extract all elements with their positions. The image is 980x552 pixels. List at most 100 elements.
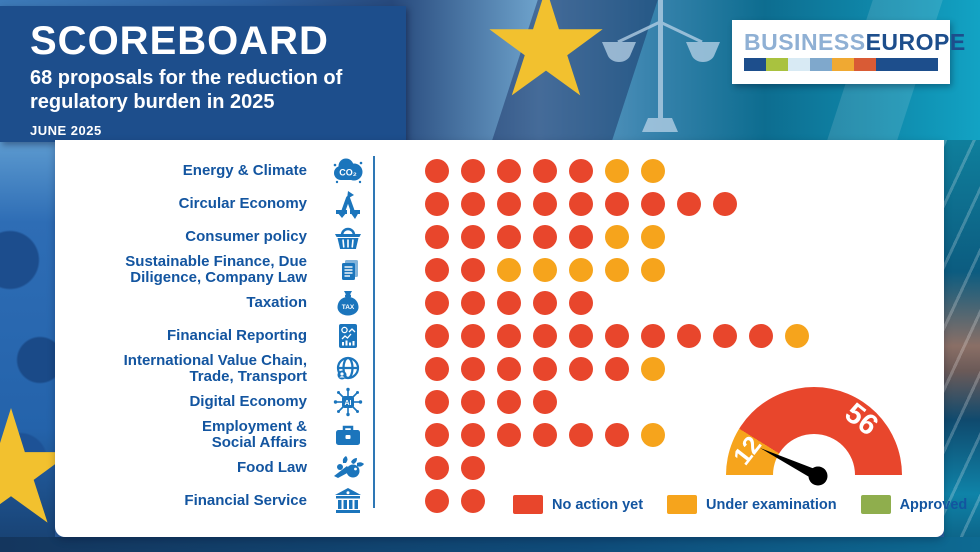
dot-no-action <box>533 389 557 414</box>
axis-divider-line <box>373 156 375 508</box>
dot-no-action <box>533 158 557 183</box>
dot-no-action <box>641 323 665 348</box>
category-label: Financial Service <box>184 491 307 509</box>
dot-no-action <box>425 455 449 480</box>
dot-no-action <box>605 422 629 447</box>
category-row: Employment & Social Affairs <box>95 418 938 451</box>
dot-no-action <box>533 191 557 216</box>
dot-no-action <box>605 191 629 216</box>
dot-no-action <box>425 224 449 249</box>
category-label: Digital Economy <box>189 392 307 410</box>
svg-text:TAX: TAX <box>342 304 355 311</box>
category-row: Sustainable Finance, Due Diligence, Comp… <box>95 253 938 286</box>
logo-bar-segment <box>788 58 810 71</box>
logo-europe-text: EUROPE <box>865 29 966 55</box>
legend-item-under-examination: Under examination <box>667 495 837 514</box>
page-subtitle: 68 proposals for the reduction of regula… <box>30 67 343 113</box>
dot-under-examination <box>497 257 521 282</box>
logo-bar-segment <box>876 58 938 71</box>
dot-under-examination <box>605 158 629 183</box>
category-label: Sustainable Finance, Due Diligence, Comp… <box>125 252 307 286</box>
dot-under-examination <box>641 257 665 282</box>
report-date: JUNE 2025 <box>30 123 102 138</box>
dot-under-examination <box>605 257 629 282</box>
documents-icon <box>323 255 373 285</box>
dot-no-action <box>713 191 737 216</box>
vegetables-icon <box>323 454 373 482</box>
businesseurope-logo: BUSINESSEUROPE <box>732 20 965 84</box>
dot-no-action <box>533 323 557 348</box>
category-label: International Value Chain, Trade, Transp… <box>123 351 307 385</box>
proposal-dots <box>373 422 677 447</box>
dot-under-examination <box>641 224 665 249</box>
dot-no-action <box>677 323 701 348</box>
proposal-dots <box>373 389 569 414</box>
dot-no-action <box>425 422 449 447</box>
category-row: Food Law <box>95 451 938 484</box>
no-action-swatch-icon <box>513 495 543 514</box>
category-row: Consumer policy <box>95 220 938 253</box>
ai-chip-icon: AI <box>323 387 373 417</box>
proposal-dots <box>373 356 677 381</box>
dot-no-action <box>461 224 485 249</box>
category-label: Circular Economy <box>178 194 307 212</box>
category-label: Food Law <box>237 458 307 476</box>
dot-no-action <box>569 422 593 447</box>
dot-no-action <box>533 422 557 447</box>
dot-no-action <box>497 323 521 348</box>
background-bottom-strip <box>0 537 980 552</box>
dot-no-action <box>461 191 485 216</box>
logo-bar-segment <box>832 58 854 71</box>
proposal-dots <box>373 191 749 216</box>
dot-no-action <box>425 257 449 282</box>
legend-label: No action yet <box>552 496 644 513</box>
co2-cloud-icon: CO₂ <box>323 156 373 186</box>
proposal-dots <box>373 323 821 348</box>
dot-no-action <box>569 290 593 315</box>
logo-business-text: BUSINESS <box>744 29 866 55</box>
dot-no-action <box>605 356 629 381</box>
dot-no-action <box>425 389 449 414</box>
dot-no-action <box>461 488 485 513</box>
proposal-dots <box>373 488 497 513</box>
dot-under-examination <box>641 356 665 381</box>
svg-text:CO₂: CO₂ <box>339 167 357 177</box>
header-box: SCOREBOARD 68 proposals for the reductio… <box>0 6 406 142</box>
dot-no-action <box>641 191 665 216</box>
dot-no-action <box>497 356 521 381</box>
dot-no-action <box>533 356 557 381</box>
dot-no-action <box>497 290 521 315</box>
category-label: Consumer policy <box>185 227 307 245</box>
dot-no-action <box>713 323 737 348</box>
dot-under-examination <box>641 422 665 447</box>
dot-no-action <box>497 389 521 414</box>
dot-no-action <box>569 191 593 216</box>
approved-swatch-icon <box>860 495 891 514</box>
logo-color-bar <box>744 58 938 71</box>
logo-bar-segment <box>810 58 832 71</box>
report-icon <box>323 321 373 351</box>
dot-no-action <box>569 158 593 183</box>
dot-under-examination <box>641 158 665 183</box>
category-label: Financial Reporting <box>166 326 307 344</box>
dot-no-action <box>425 158 449 183</box>
bank-icon <box>323 486 373 516</box>
dot-no-action <box>497 422 521 447</box>
basket-icon <box>323 223 373 251</box>
category-rows: Energy & Climate CO₂ Circular Economy Consu… <box>95 154 938 517</box>
dot-no-action <box>461 389 485 414</box>
dot-under-examination <box>785 323 809 348</box>
dot-no-action <box>497 191 521 216</box>
dot-no-action <box>569 356 593 381</box>
legend-label: Approved <box>899 496 968 513</box>
dot-no-action <box>749 323 773 348</box>
dot-under-examination <box>605 224 629 249</box>
dot-no-action <box>461 356 485 381</box>
category-label: Taxation <box>246 293 307 311</box>
legend: No action yet Under examination Approved <box>513 495 980 514</box>
category-label: Employment & Social Affairs <box>201 417 307 451</box>
category-row: Taxation TAX <box>95 286 938 319</box>
money-bag-icon: TAX <box>323 288 373 318</box>
dot-no-action <box>425 290 449 315</box>
proposal-dots <box>373 455 497 480</box>
